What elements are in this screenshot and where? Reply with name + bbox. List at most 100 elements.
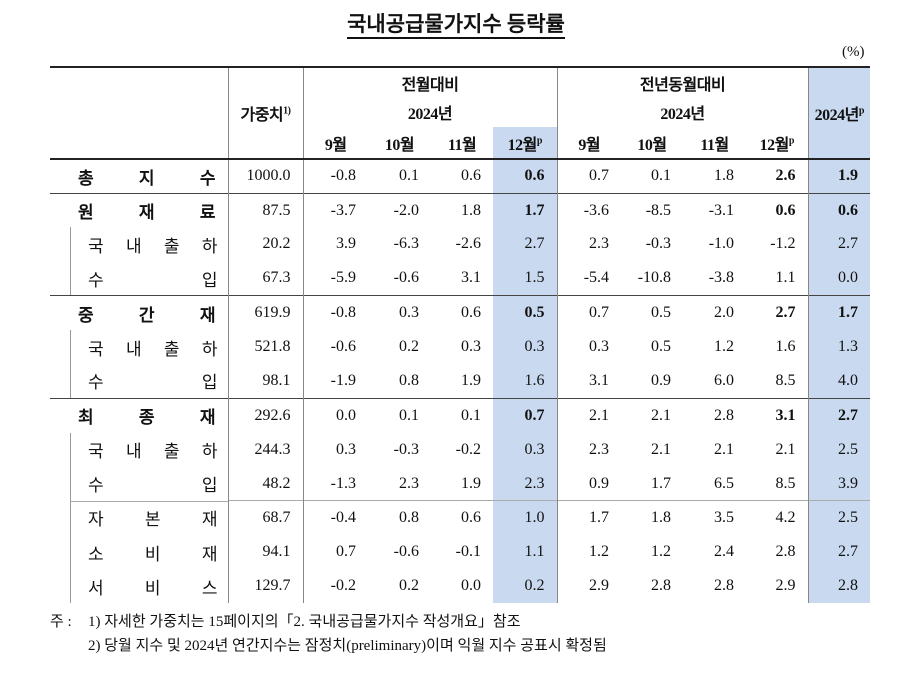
- row-label-text: 총 지 수: [78, 168, 216, 188]
- cell: -1.9: [330, 371, 356, 389]
- row-label: 국 내 출 하: [50, 329, 229, 365]
- header-row: 9월 10월 11월 12월p 9월 10월 11월 12월p: [50, 127, 870, 160]
- note-text: 1) 자세한 가중치는 15페이지의「2. 국내공급물가지수 작성개요」참조: [88, 614, 521, 630]
- row-label: 수 입: [50, 261, 229, 296]
- cell: -3.1: [683, 192, 747, 228]
- cell: 1.2: [589, 543, 610, 561]
- cell: 68.7: [228, 500, 304, 536]
- row-label-text: 원 재 료: [78, 203, 216, 223]
- cell: -1.2: [746, 227, 809, 262]
- cell: 2.7: [808, 397, 871, 433]
- cell: 8.5: [746, 364, 809, 399]
- cell: -1.0: [708, 235, 735, 253]
- cell: 0.5: [493, 295, 558, 330]
- cell: 3.1: [589, 371, 610, 389]
- cell: 1.8: [714, 167, 735, 185]
- row-label: 총 지 수: [50, 159, 229, 194]
- cell: 0.2: [399, 338, 419, 356]
- row-label: 소 비 재: [50, 535, 229, 570]
- row-label-text: 수 입: [88, 373, 218, 393]
- cell: 0.7: [336, 543, 356, 561]
- cell: 1.6: [746, 329, 809, 365]
- month-header: 12월p: [746, 127, 809, 160]
- row-label: 수 입: [50, 364, 229, 399]
- month-label: 10월: [637, 136, 667, 154]
- table-body: 총 지 수 1000.0 -0.8 0.1 0.6 0.6 0.7 0.1 1.8 2.6 1.9 원…: [50, 159, 871, 604]
- cell: -5.4: [583, 269, 610, 287]
- cell: 2.8: [808, 569, 871, 604]
- header-row: 가중치1) 전월대비 전년동월대비 2024년p: [50, 66, 871, 160]
- cell: 2.1: [746, 432, 809, 467]
- cell: 244.3: [228, 432, 304, 467]
- section-row: 중 간 재 619.9 -0.8 0.3 0.6 0.5 0.7 0.5 2.0 2.7 1.7: [50, 295, 871, 330]
- cell: -3.6: [557, 192, 622, 228]
- cell: -3.8: [708, 269, 735, 287]
- cell: 2.1: [557, 397, 622, 433]
- cell: 3.1: [461, 269, 481, 287]
- cell: 1.1: [493, 535, 558, 570]
- month-header: 10월: [368, 127, 431, 160]
- sub-row: 수 입 67.3 -5.9 -0.6 3.1 1.5 -5.4 -10.8 -3.8 1.1 0.0: [50, 261, 871, 296]
- weight-note: 1): [283, 105, 291, 117]
- cell: 0.8: [368, 500, 431, 536]
- cell: 2.8: [683, 397, 747, 433]
- row-label-text: 수 입: [88, 476, 218, 496]
- month-label: 12월: [507, 136, 538, 154]
- cell: 4.2: [746, 500, 809, 536]
- cell: 1.9: [808, 159, 871, 194]
- cell: -0.3: [393, 440, 419, 458]
- cell: 1.2: [651, 543, 672, 561]
- cell: 0.0: [303, 397, 368, 433]
- sub-row: 서 비 스 129.7 -0.2 0.2 0.0 0.2 2.9 2.8 2.8 2.9 2.8: [50, 569, 871, 604]
- row-label-text: 자 본 재: [88, 510, 218, 530]
- section-row: 총 지 수 1000.0 -0.8 0.1 0.6 0.6 0.7 0.1 1.8 2.6 1.9: [50, 159, 871, 194]
- row-label-text: 국 내 출 하: [88, 339, 218, 359]
- header-yoy: 전년동월대비: [557, 66, 809, 97]
- cell: 6.0: [714, 371, 735, 389]
- cell: -5.9: [330, 269, 356, 287]
- cell: 292.6: [228, 397, 304, 433]
- title-text: 국내공급물가지수 등락률: [347, 12, 565, 39]
- sub-row: 수 입 48.2 -1.3 2.3 1.9 2.3 0.9 1.7 6.5 8.5 3.9: [50, 466, 871, 501]
- cell: -8.5: [621, 192, 684, 228]
- sub-row: 자 본 재 68.7 -0.4 0.8 0.6 1.0 1.7 1.8 3.5 4.2 2.5: [50, 500, 871, 536]
- header-annual: 2024년p: [808, 66, 871, 160]
- cell: -10.8: [637, 269, 672, 287]
- cell: 2.4: [714, 543, 735, 561]
- cell: 0.5: [621, 295, 684, 330]
- cell: 0.6: [808, 192, 871, 228]
- row-label: 자 본 재: [50, 500, 229, 536]
- month-header: 12월p: [493, 127, 558, 160]
- cell: 20.2: [228, 227, 304, 262]
- cell: 2.6: [746, 159, 809, 194]
- cell: 2.8: [746, 535, 809, 570]
- note-row: 주 : 1) 자세한 가중치는 15페이지의「2. 국내공급물가지수 작성개요」참…: [50, 610, 607, 634]
- row-label-text: 수 입: [88, 270, 218, 290]
- cell: 48.2: [228, 466, 304, 501]
- cell: 2.5: [808, 432, 871, 467]
- cell: 1.0: [493, 500, 558, 536]
- cell: 0.0: [461, 577, 481, 595]
- header-weight: 가중치1): [228, 66, 304, 160]
- cell: 3.1: [746, 397, 809, 433]
- row-label-text: 국 내 출 하: [88, 442, 218, 462]
- cell: 2.1: [651, 440, 672, 458]
- cell: 2.3: [589, 440, 610, 458]
- cell: 2.1: [621, 397, 684, 433]
- row-label-text: 국 내 출 하: [88, 236, 218, 256]
- month-header: 9월: [303, 127, 368, 160]
- cell: 87.5: [228, 192, 304, 228]
- cell: -0.2: [330, 577, 356, 595]
- cell: 1.1: [746, 261, 809, 296]
- cell: 2.0: [683, 295, 747, 330]
- month-note: p: [536, 135, 543, 147]
- cell: 0.8: [399, 371, 419, 389]
- notes: 주 : 1) 자세한 가중치는 15페이지의「2. 국내공급물가지수 작성개요」참…: [50, 610, 607, 658]
- cell: 0.6: [746, 192, 809, 228]
- cell: 0.7: [493, 397, 558, 433]
- month-header: 9월: [557, 127, 622, 160]
- row-label-text: 소 비 재: [88, 544, 218, 564]
- cell: 0.5: [651, 338, 672, 356]
- cell: -1.3: [330, 474, 356, 492]
- cell: 0.3: [589, 338, 610, 356]
